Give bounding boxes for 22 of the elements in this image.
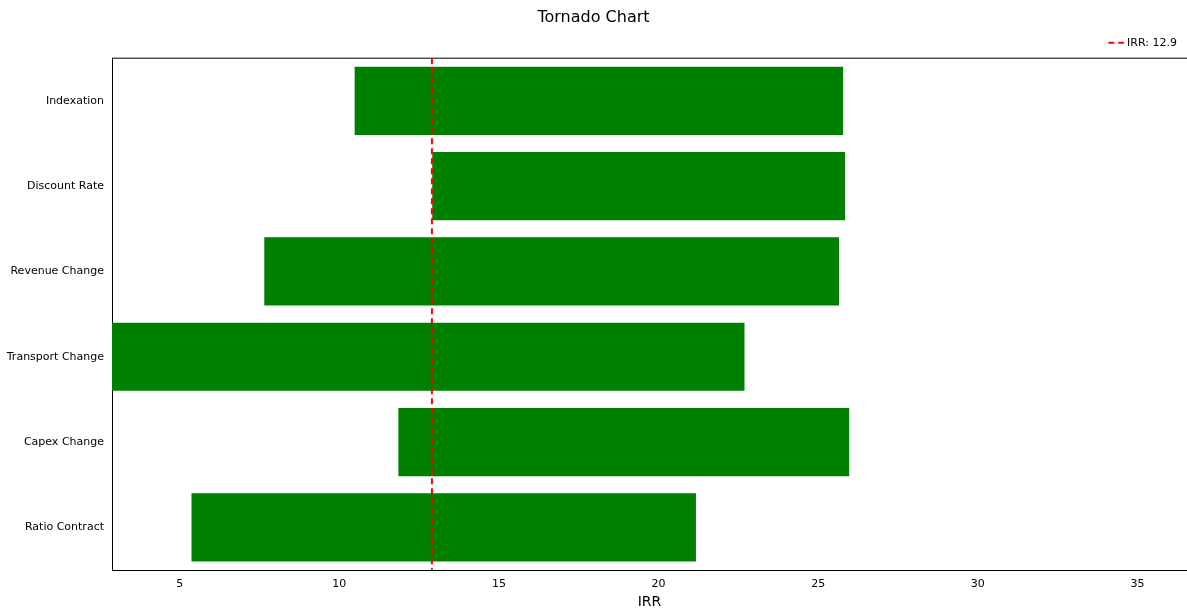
x-axis-title: IRR [637, 593, 662, 610]
bar [264, 237, 839, 306]
x-tick-label: 5 [176, 577, 184, 591]
x-tick-label: 10 [332, 577, 347, 591]
y-tick-label: Indexation [45, 93, 105, 107]
bar [354, 66, 844, 135]
y-tick-label: Transport Change [5, 349, 105, 363]
chart-title: Tornado Chart [536, 6, 650, 26]
y-tick-label: Revenue Change [10, 264, 105, 278]
bar [191, 493, 696, 562]
legend-label: IRR: 12.9 [1127, 35, 1177, 49]
bar [112, 322, 745, 391]
x-tick-label: 35 [1130, 577, 1145, 591]
y-tick-label: Ratio Contract [24, 520, 105, 534]
x-tick-label: 30 [970, 577, 985, 591]
x-tick-label: 15 [491, 577, 506, 591]
x-tick-label: 25 [811, 577, 826, 591]
bar [398, 407, 850, 477]
bar [432, 152, 846, 221]
y-tick-label: Discount Rate [26, 179, 105, 193]
y-tick-label: Capex Change [23, 434, 105, 448]
x-tick-label: 20 [651, 577, 666, 591]
